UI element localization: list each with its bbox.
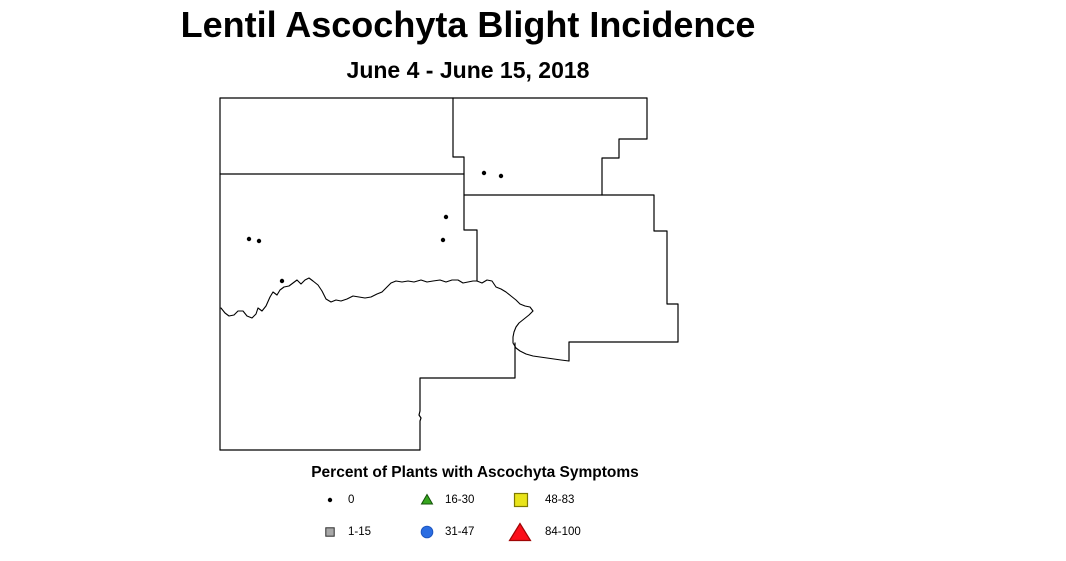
- legend-item-31-47: 31-47: [415, 520, 474, 544]
- legend-label: 0: [348, 494, 355, 506]
- map-point: [256, 238, 262, 244]
- legend-label: 48-83: [545, 494, 575, 506]
- southeast-notch-border: [418, 342, 516, 451]
- county-line-topright: [601, 97, 648, 196]
- map-points: [246, 170, 504, 284]
- legend-label: 31-47: [445, 526, 475, 538]
- legend-item-1-15: 1-15: [318, 520, 371, 544]
- county-line-right: [463, 194, 679, 362]
- map-point: [498, 173, 504, 179]
- legend-label: 16-30: [445, 494, 475, 506]
- circle-icon: [420, 525, 434, 539]
- legend-item-48-83: 48-83: [509, 488, 574, 512]
- date-range-subtitle: June 4 - June 15, 2018: [346, 57, 590, 83]
- large-triangle-icon: [508, 522, 532, 542]
- large-square-icon: [513, 492, 529, 508]
- legend-item-16-30: 16-30: [415, 488, 474, 512]
- river-line: [220, 277, 570, 362]
- page-title: Lentil Ascochyta Blight Incidence: [180, 4, 756, 45]
- legend-title: Percent of Plants with Ascochyta Symptom…: [311, 464, 639, 481]
- map-point: [440, 237, 446, 243]
- small-triangle-icon: [420, 493, 434, 505]
- dot-icon: [327, 497, 333, 503]
- small-square-icon: [325, 527, 335, 537]
- map-point: [443, 214, 449, 220]
- legend-label: 84-100: [545, 526, 581, 538]
- county-line-center: [452, 97, 478, 282]
- legend-label: 1-15: [348, 526, 372, 538]
- map-point: [279, 278, 285, 284]
- map-point: [481, 170, 487, 176]
- legend-item-84-100: 84-100: [508, 520, 581, 544]
- map-point: [246, 236, 252, 242]
- county-boundaries: [219, 97, 679, 451]
- legend-item-0: 0: [318, 488, 354, 512]
